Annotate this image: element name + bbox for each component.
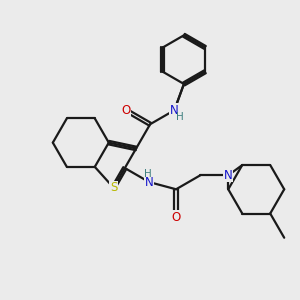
Text: N: N [170,104,179,117]
Text: S: S [110,181,117,194]
Text: O: O [121,104,130,117]
Text: N: N [224,169,233,182]
Text: O: O [171,211,181,224]
Text: N: N [145,176,153,188]
Text: H: H [176,112,184,122]
Text: H: H [144,169,152,179]
